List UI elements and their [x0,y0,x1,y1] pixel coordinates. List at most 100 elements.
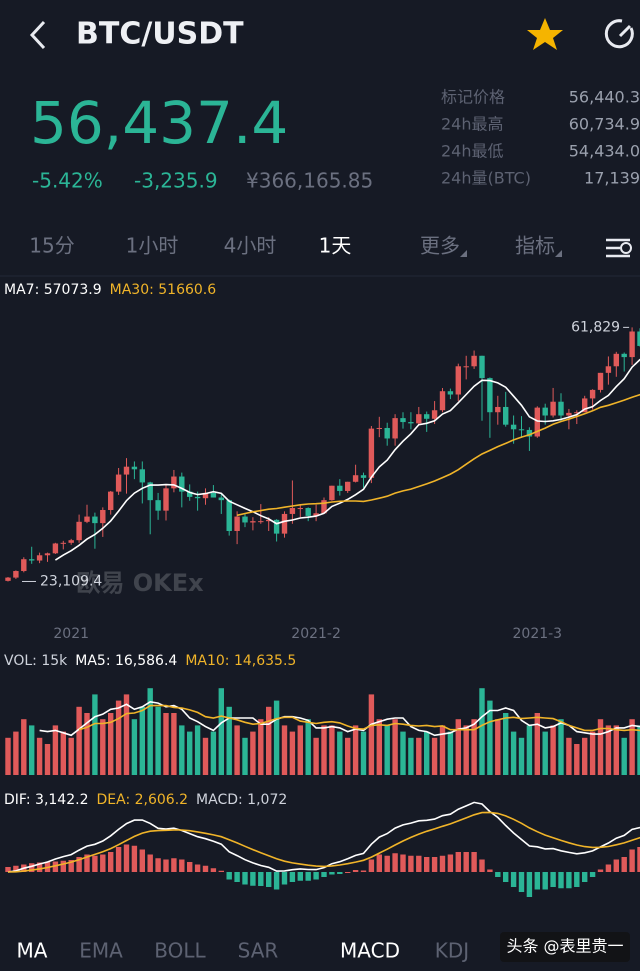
indicator-tab[interactable]: MACD [340,939,400,963]
candle-body [281,513,288,534]
macd-bar [313,872,319,880]
volume-bar [629,719,635,775]
macd-bar [416,855,422,872]
candle-body [597,372,604,390]
volume-bar [273,700,280,775]
candle-body [495,406,501,413]
watermark: 头条 @表里贵一 [506,937,623,956]
macd-bar [637,847,640,872]
candle-body [550,401,556,416]
volume-bar [392,719,398,775]
candle-body [21,559,27,572]
candle-body [242,516,248,523]
interval-tab[interactable]: 15分 [29,234,74,258]
interval-tab[interactable]: 1天 [319,234,352,258]
macd-bar [305,872,311,881]
indicator-tab[interactable]: MA [17,939,48,963]
interval-tab[interactable]: 更多 [420,234,460,258]
candle-body [115,474,122,492]
volume-bar [479,688,485,775]
volume-bar [226,706,232,775]
volume-bar [258,719,264,775]
share-button[interactable] [604,19,634,49]
volume-bar [376,719,382,775]
macd-bar [147,854,153,872]
candle-body [68,540,74,543]
stat-label: 24h最低 [441,142,504,161]
back-button[interactable] [29,20,46,50]
volume-bar [210,731,217,775]
volume-bar [329,725,335,775]
macd-bar [155,858,161,872]
macd-bar [582,872,588,882]
volume-bar [100,719,106,775]
pair-title: BTC/USDT [76,17,244,52]
volume-bar [534,713,540,775]
volume-bar [455,719,461,775]
candle-body [131,466,138,470]
indicator-tab[interactable]: KDJ [435,939,469,963]
volume-bar [424,731,430,775]
candle-body [187,491,193,497]
candle-body [558,401,564,416]
candle-body [589,389,596,399]
macd-bar [202,865,209,872]
candle-body [60,542,66,544]
candle-body [202,492,209,499]
macd-bar [92,855,98,872]
candle-body [566,412,572,416]
macd-bar [289,872,296,882]
volume-bar [384,725,390,775]
interval-tab[interactable]: 1小时 [126,234,179,258]
stat-value: 56,440.3 [569,88,640,107]
candle-body [384,427,390,439]
volume-bar [305,719,311,775]
macd-bar [392,853,398,872]
settings-icon[interactable] [606,238,632,258]
macd-bar [179,859,185,872]
candle-body [218,497,224,501]
x-tick-label: 2021-2 [291,626,341,642]
volume-bar [84,713,90,775]
stat-value: 54,434.0 [569,142,640,161]
macd-bar [266,872,272,887]
candle-body [542,407,548,416]
volume-bar [526,725,533,775]
volume-bar [408,737,414,775]
volume-bar [60,731,66,775]
macd-bar [281,872,288,885]
volume-bar [368,694,375,775]
macd-bar [273,872,280,890]
interval-tab[interactable]: 4小时 [224,234,277,258]
volume-bar [68,737,74,775]
change: -3,235.9 [134,169,218,193]
macd-bar [479,859,485,872]
macd-bar [424,857,430,872]
volume-bar [463,725,469,775]
x-tick-label: 2021-3 [513,626,563,642]
macd-bar [558,872,564,889]
volume-bar [574,744,580,775]
volume-bar [597,719,604,775]
indicator-tab[interactable]: EMA [79,939,123,963]
volume-bar [471,719,477,775]
candle-body [250,521,256,523]
indicator-tab[interactable]: SAR [238,939,279,963]
candle-body [613,353,619,367]
last-price: 56,437.4 [30,89,288,157]
candle-body [108,491,114,510]
candle-body [621,353,627,358]
indicator-legend: MA10: 14,635.5 [185,653,296,669]
macd-bar [187,862,193,872]
high-label: 61,829 [571,319,620,335]
volume-bar [605,725,612,775]
macd-bar [550,872,556,887]
indicator-tab[interactable]: BOLL [154,939,206,963]
volume-bar [439,725,446,775]
interval-tab[interactable]: 指标 [515,234,555,258]
favorite-star[interactable] [527,18,563,50]
macd-bar [360,870,367,872]
stat-value: 17,139 [584,169,640,188]
macd-bar [226,872,232,880]
macd-bar [597,869,604,872]
